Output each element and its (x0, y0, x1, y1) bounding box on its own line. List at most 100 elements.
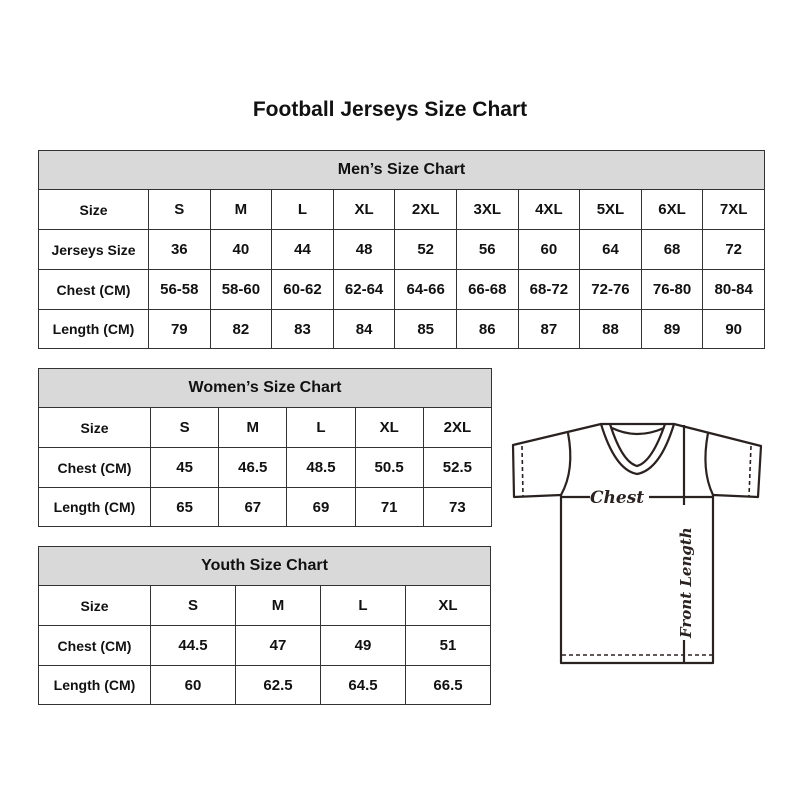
table-cell: 50.5 (354, 447, 424, 488)
row-label: Size (38, 407, 151, 448)
table-cell: 73 (422, 487, 493, 527)
table-cell: L (320, 585, 406, 626)
table-cell: 40 (209, 229, 273, 270)
table-row: Jerseys Size 36 40 44 48 52 56 60 64 68 72 (38, 229, 765, 270)
row-label: Length (CM) (38, 487, 151, 527)
table-row: Length (CM) 65 67 69 71 73 (38, 487, 493, 527)
table-cell: S (150, 585, 236, 626)
table-row: Size S M L XL 2XL (38, 407, 493, 448)
row-label: Length (CM) (38, 665, 151, 705)
table-cell: 45 (149, 447, 220, 488)
table-cell: 2XL (394, 189, 457, 230)
table-cell: 7XL (702, 189, 765, 230)
table-cell: 60-62 (271, 269, 334, 310)
table-cell: 66-68 (455, 269, 519, 310)
row-label: Chest (CM) (38, 269, 149, 310)
table-cell: 86 (455, 309, 519, 349)
table-row: Chest (CM) 45 46.5 48.5 50.5 52.5 (38, 447, 493, 488)
table-cell: 60 (517, 229, 581, 270)
table-cell: 90 (702, 309, 765, 349)
table-cell: 46.5 (218, 447, 288, 488)
table-cell: 44.5 (150, 625, 236, 666)
table-cell: XL (354, 407, 424, 448)
table-cell: 5XL (579, 189, 642, 230)
table-cell: L (286, 407, 356, 448)
table-cell: 4XL (517, 189, 581, 230)
table-cell: 80-84 (702, 269, 765, 310)
youth-table-heading: Youth Size Chart (38, 546, 491, 586)
table-cell: 84 (332, 309, 396, 349)
table-cell: 60 (150, 665, 236, 705)
table-cell: 52.5 (422, 447, 493, 488)
table-cell: 48.5 (286, 447, 356, 488)
table-cell: 76-80 (640, 269, 704, 310)
table-row: Size S M L XL 2XL 3XL 4XL 5XL 6XL 7XL (38, 189, 765, 230)
table-cell: 44 (271, 229, 334, 270)
row-label: Size (38, 585, 151, 626)
table-row: Size S M L XL (38, 585, 491, 626)
table-cell: 88 (579, 309, 642, 349)
table-cell: M (209, 189, 273, 230)
table-cell: 48 (332, 229, 396, 270)
mens-size-table: Men’s Size Chart Size S M L XL 2XL 3XL 4XL 5XL 6XL… (38, 150, 765, 349)
page-title: Football Jerseys Size Chart (252, 98, 528, 121)
table-cell: 72 (702, 229, 765, 270)
table-cell: 51 (405, 625, 491, 666)
table-cell: S (149, 407, 220, 448)
table-cell: 83 (271, 309, 334, 349)
left-armhole (560, 432, 572, 496)
row-label: Size (38, 189, 149, 230)
table-cell: 64.5 (320, 665, 406, 705)
table-cell: 62.5 (235, 665, 321, 705)
table-cell: 82 (209, 309, 273, 349)
table-cell: 79 (148, 309, 211, 349)
table-row: Length (CM) 79 82 83 84 85 86 87 88 89 90 (38, 309, 765, 349)
table-cell: L (271, 189, 334, 230)
table-cell: XL (405, 585, 491, 626)
chest-label: Chest (590, 488, 644, 508)
table-cell: 56 (455, 229, 519, 270)
table-cell: 6XL (640, 189, 704, 230)
table-cell: 72-76 (579, 269, 642, 310)
jersey-diagram: Chest Front Length (511, 422, 763, 665)
right-armhole (704, 432, 714, 496)
table-cell: S (148, 189, 211, 230)
table-cell: 47 (235, 625, 321, 666)
table-cell: 71 (354, 487, 424, 527)
table-cell: 68 (640, 229, 704, 270)
table-cell: 67 (218, 487, 288, 527)
table-cell: 65 (149, 487, 220, 527)
men-table-heading: Men’s Size Chart (38, 150, 765, 190)
row-label: Chest (CM) (38, 447, 151, 488)
table-cell: 56-58 (148, 269, 211, 310)
womens-size-table: Women’s Size Chart Size S M L XL 2XL Chest (CM)… (38, 368, 493, 527)
table-cell: 62-64 (332, 269, 396, 310)
table-cell: 87 (517, 309, 581, 349)
collar (599, 422, 676, 476)
table-row: Chest (CM) 44.5 47 49 51 (38, 625, 491, 666)
table-cell: 69 (286, 487, 356, 527)
row-label: Jerseys Size (38, 229, 149, 270)
row-label: Length (CM) (38, 309, 149, 349)
table-cell: 2XL (422, 407, 493, 448)
table-cell: 89 (640, 309, 704, 349)
table-row: Chest (CM) 56-58 58-60 60-62 62-64 64-66 66-68… (38, 269, 765, 310)
table-cell: 66.5 (405, 665, 491, 705)
table-cell: 68-72 (517, 269, 581, 310)
table-cell: 49 (320, 625, 406, 666)
table-cell: 58-60 (209, 269, 273, 310)
table-cell: 3XL (455, 189, 519, 230)
table-cell: 64-66 (394, 269, 457, 310)
row-label: Chest (CM) (38, 625, 151, 666)
jersey-outline (511, 422, 763, 665)
table-cell: 52 (394, 229, 457, 270)
table-cell: 64 (579, 229, 642, 270)
table-cell: M (218, 407, 288, 448)
women-table-heading: Women’s Size Chart (38, 368, 492, 408)
youth-size-table: Youth Size Chart Size S M L XL Chest (CM) 44.5 4… (38, 546, 491, 705)
table-cell: 36 (148, 229, 211, 270)
front-length-label: Front Length (677, 527, 695, 639)
table-row: Length (CM) 60 62.5 64.5 66.5 (38, 665, 491, 705)
table-cell: 85 (394, 309, 457, 349)
table-cell: M (235, 585, 321, 626)
